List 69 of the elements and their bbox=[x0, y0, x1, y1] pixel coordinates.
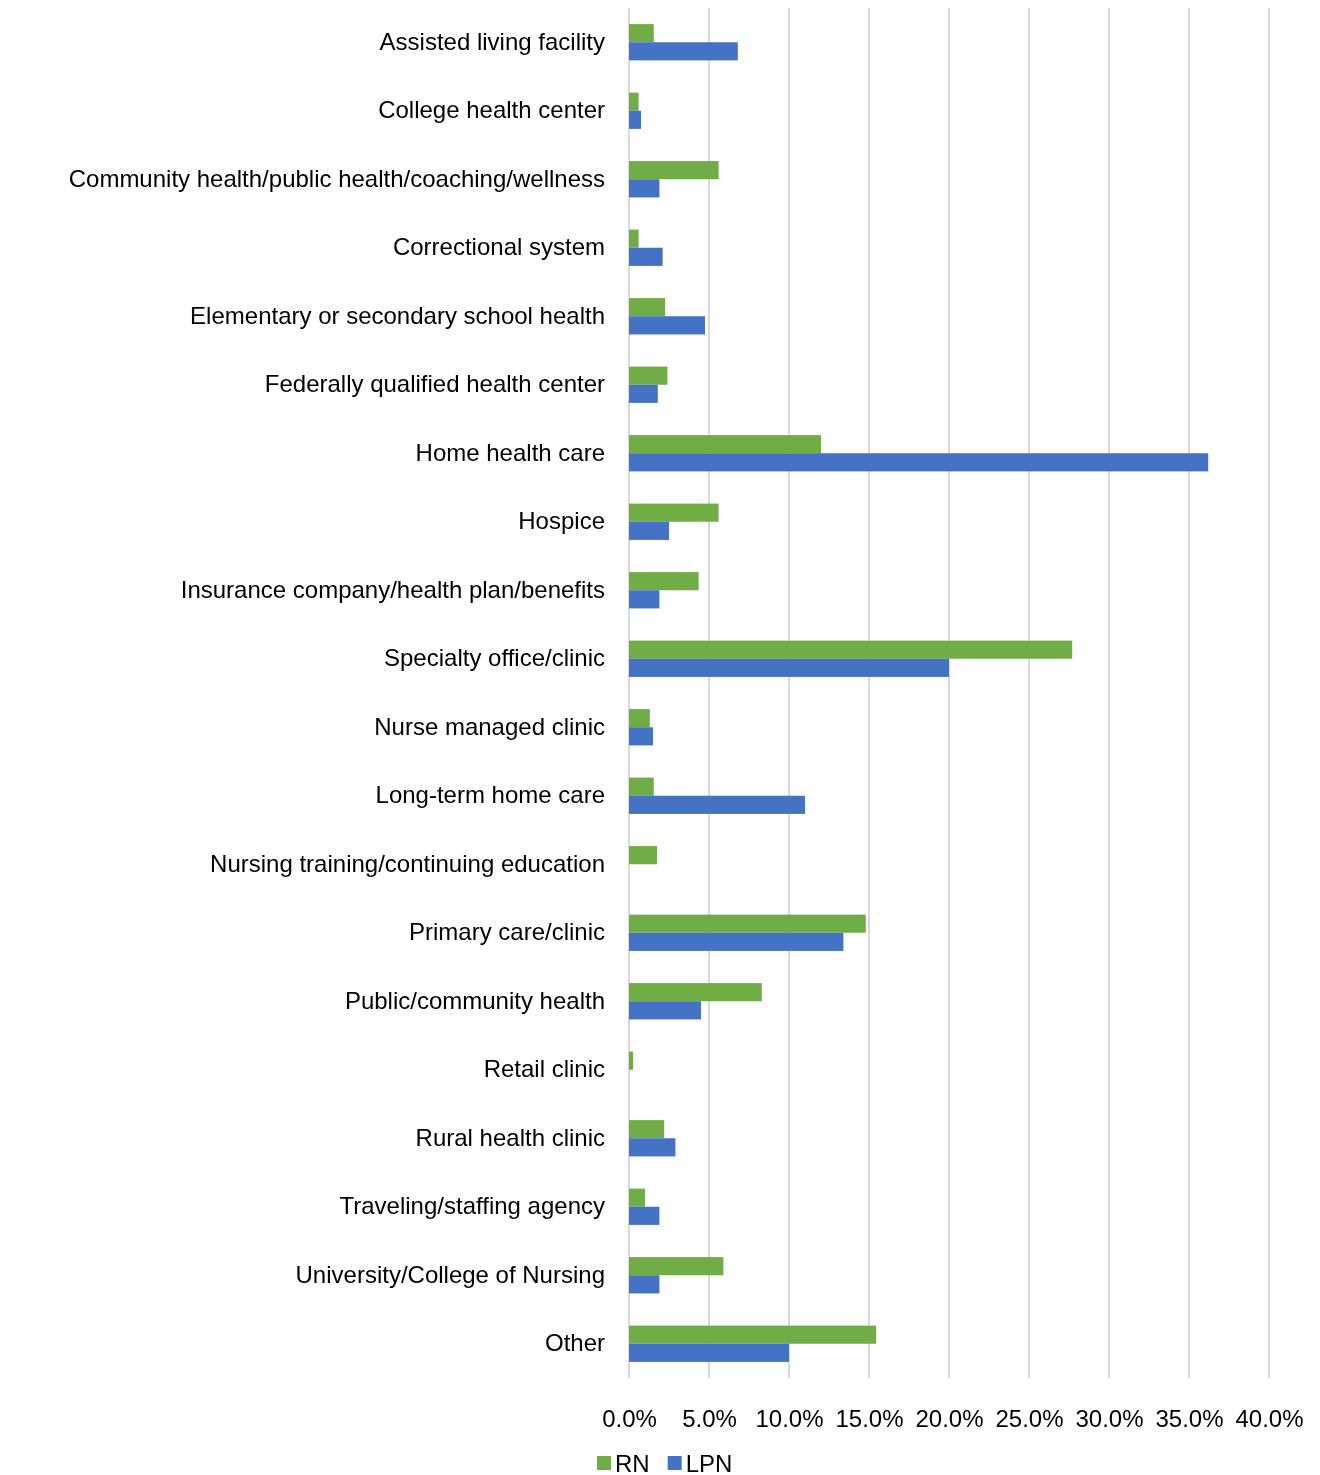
y-tick-label: Hospice bbox=[518, 507, 605, 535]
x-tick-label: 10.0% bbox=[755, 1405, 824, 1433]
y-tick-label: Nursing training/continuing education bbox=[210, 849, 605, 877]
bar bbox=[629, 1138, 676, 1157]
bar bbox=[629, 1275, 660, 1294]
y-tick-label: Primary care/clinic bbox=[408, 918, 605, 946]
bar bbox=[629, 590, 660, 609]
x-tick-label: 30.0% bbox=[1075, 1405, 1144, 1433]
x-tick-label: 0.0% bbox=[602, 1405, 657, 1433]
y-tick-label: Other bbox=[544, 1329, 605, 1357]
bar bbox=[629, 795, 805, 814]
bar bbox=[629, 1343, 789, 1362]
bar bbox=[629, 1257, 724, 1276]
bar bbox=[629, 110, 641, 129]
y-tick-label: Long-term home care bbox=[375, 781, 605, 809]
y-tick-label: Home health care bbox=[415, 438, 605, 466]
legend-label: LPN bbox=[685, 1450, 733, 1475]
bar bbox=[629, 727, 653, 746]
y-tick-label: Federally qualified health center bbox=[264, 370, 605, 398]
bar bbox=[629, 846, 657, 865]
bar bbox=[629, 453, 1209, 472]
y-tick-label: Public/community health bbox=[344, 986, 605, 1014]
bar bbox=[629, 1325, 877, 1344]
y-tick-label: Nurse managed clinic bbox=[374, 712, 605, 740]
bar bbox=[629, 914, 866, 933]
bar bbox=[629, 503, 719, 522]
x-tick-label: 5.0% bbox=[682, 1405, 737, 1433]
bar bbox=[629, 1001, 701, 1020]
y-tick-label: Rural health clinic bbox=[415, 1123, 605, 1151]
bar bbox=[629, 384, 658, 403]
bar bbox=[629, 42, 738, 61]
bar bbox=[629, 435, 821, 454]
bar bbox=[629, 316, 705, 335]
y-tick-label: Assisted living facility bbox=[379, 27, 605, 55]
x-tick-label: 35.0% bbox=[1155, 1405, 1224, 1433]
bar bbox=[629, 1120, 665, 1139]
bar bbox=[629, 640, 1073, 659]
y-tick-label: Elementary or secondary school health bbox=[190, 301, 605, 329]
y-tick-label: Community health/public health/coaching/wellness bbox=[68, 164, 605, 192]
y-tick-label: Insurance company/health plan/benefits bbox=[180, 575, 605, 603]
bar bbox=[629, 92, 639, 111]
bar bbox=[629, 658, 949, 677]
bar bbox=[629, 777, 654, 796]
bar bbox=[629, 521, 669, 540]
y-tick-label: Correctional system bbox=[392, 233, 605, 261]
bar bbox=[629, 1051, 633, 1070]
y-tick-label: Specialty office/clinic bbox=[384, 644, 605, 672]
bar bbox=[629, 24, 654, 43]
y-tick-label: University/College of Nursing bbox=[295, 1260, 605, 1288]
bar bbox=[629, 247, 663, 266]
bar bbox=[629, 709, 650, 728]
bar bbox=[629, 229, 639, 248]
bar bbox=[629, 932, 844, 951]
bar bbox=[629, 1206, 660, 1225]
y-tick-label: College health center bbox=[378, 96, 605, 124]
x-tick-label: 25.0% bbox=[995, 1405, 1064, 1433]
y-tick-label: Traveling/staffing agency bbox=[339, 1192, 605, 1220]
y-tick-label: Retail clinic bbox=[483, 1055, 605, 1083]
bar bbox=[629, 179, 660, 198]
x-tick-label: 15.0% bbox=[835, 1405, 904, 1433]
legend-label: RN bbox=[615, 1450, 650, 1475]
bar bbox=[629, 161, 719, 180]
x-tick-label: 20.0% bbox=[915, 1405, 984, 1433]
bar bbox=[629, 1188, 645, 1207]
bar bbox=[629, 298, 665, 317]
bar bbox=[629, 366, 668, 385]
bar bbox=[629, 572, 699, 591]
bar bbox=[629, 983, 762, 1002]
x-tick-label: 40.0% bbox=[1235, 1405, 1304, 1433]
